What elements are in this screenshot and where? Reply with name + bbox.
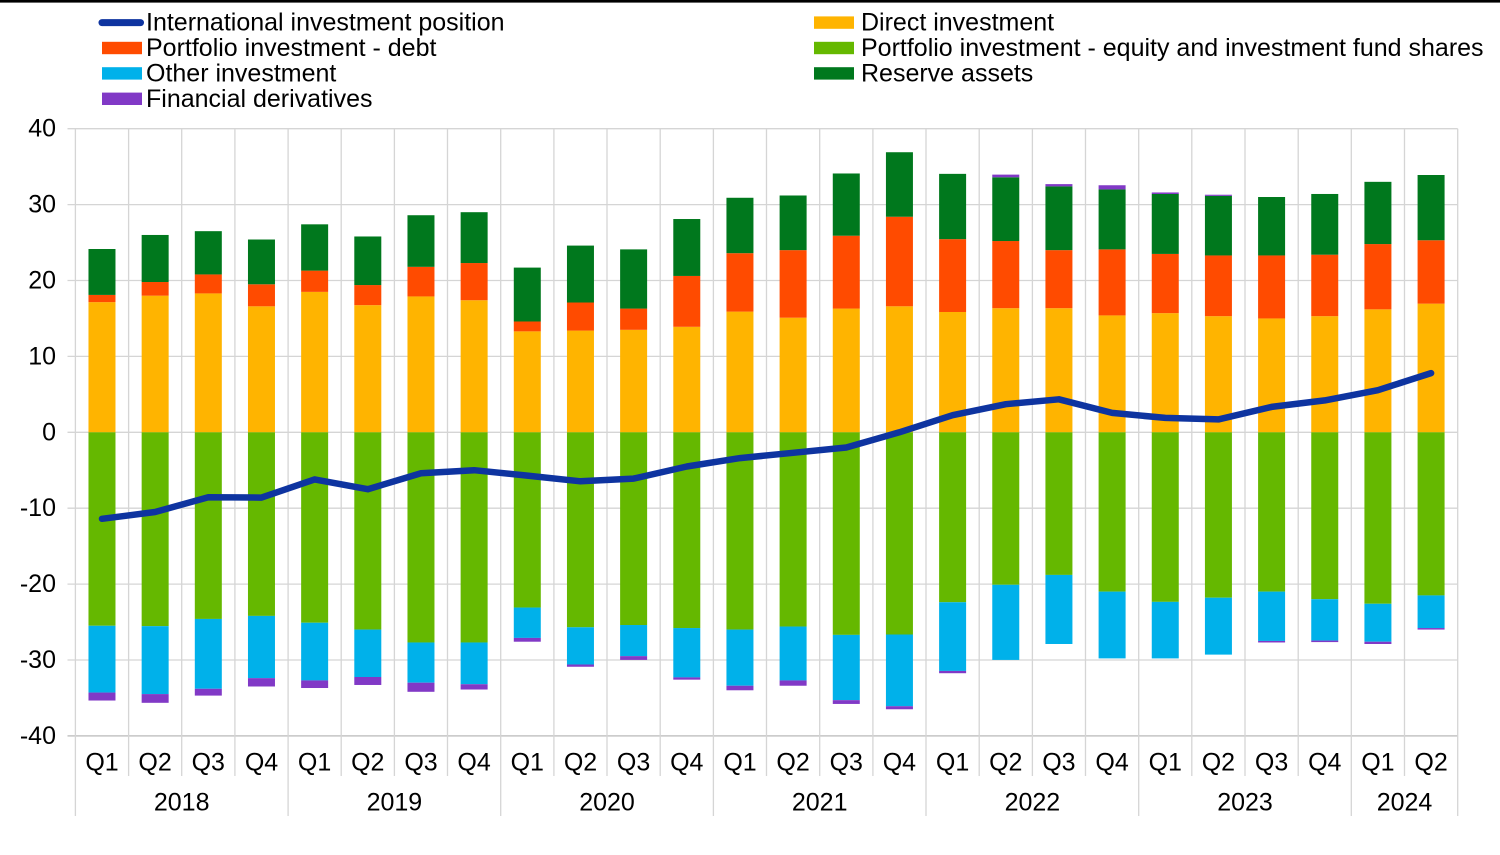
svg-text:Q1: Q1 — [85, 749, 118, 777]
svg-text:2018: 2018 — [154, 789, 210, 817]
svg-text:2021: 2021 — [792, 789, 848, 817]
svg-text:Reserve assets: Reserve assets — [861, 59, 1033, 87]
svg-text:-10: -10 — [20, 494, 56, 522]
svg-text:2024: 2024 — [1377, 789, 1433, 817]
svg-text:Q2: Q2 — [776, 749, 809, 777]
svg-text:Q2: Q2 — [351, 749, 384, 777]
svg-text:Q4: Q4 — [1308, 749, 1341, 777]
svg-text:Q1: Q1 — [511, 749, 544, 777]
svg-text:2023: 2023 — [1217, 789, 1273, 817]
svg-text:2019: 2019 — [367, 789, 423, 817]
svg-text:Q3: Q3 — [1042, 749, 1075, 777]
svg-text:Financial derivatives: Financial derivatives — [146, 85, 373, 113]
svg-text:Direct investment: Direct investment — [861, 9, 1054, 37]
svg-text:Q4: Q4 — [670, 749, 703, 777]
svg-text:Q4: Q4 — [245, 749, 278, 777]
svg-text:20: 20 — [28, 267, 56, 295]
svg-text:Q3: Q3 — [617, 749, 650, 777]
svg-text:Q4: Q4 — [1095, 749, 1128, 777]
svg-text:30: 30 — [28, 191, 56, 219]
svg-text:Q2: Q2 — [138, 749, 171, 777]
svg-text:Q4: Q4 — [883, 749, 916, 777]
svg-text:Q3: Q3 — [192, 749, 225, 777]
svg-text:Q1: Q1 — [1149, 749, 1182, 777]
svg-text:Q1: Q1 — [723, 749, 756, 777]
svg-text:Q2: Q2 — [564, 749, 597, 777]
svg-text:-20: -20 — [20, 570, 56, 598]
svg-text:Other investment: Other investment — [146, 59, 336, 87]
svg-text:Q4: Q4 — [457, 749, 490, 777]
svg-text:Q3: Q3 — [830, 749, 863, 777]
svg-text:40: 40 — [28, 115, 56, 143]
svg-text:Portfolio investment - equity: Portfolio investment - equity and invest… — [861, 34, 1484, 62]
svg-text:International investment posit: International investment position — [146, 9, 505, 37]
svg-text:Q3: Q3 — [1255, 749, 1288, 777]
svg-text:0: 0 — [42, 418, 56, 446]
svg-text:Q1: Q1 — [298, 749, 331, 777]
svg-text:Q1: Q1 — [1361, 749, 1394, 777]
svg-text:Q1: Q1 — [936, 749, 969, 777]
svg-text:-30: -30 — [20, 646, 56, 674]
svg-text:Q2: Q2 — [1202, 749, 1235, 777]
svg-text:Portfolio investment - debt: Portfolio investment - debt — [146, 34, 436, 62]
svg-text:-40: -40 — [20, 722, 56, 750]
svg-text:2022: 2022 — [1005, 789, 1061, 817]
svg-text:Q2: Q2 — [989, 749, 1022, 777]
svg-text:Q2: Q2 — [1414, 749, 1447, 777]
svg-text:2020: 2020 — [579, 789, 635, 817]
svg-text:10: 10 — [28, 342, 56, 370]
svg-text:Q3: Q3 — [404, 749, 437, 777]
